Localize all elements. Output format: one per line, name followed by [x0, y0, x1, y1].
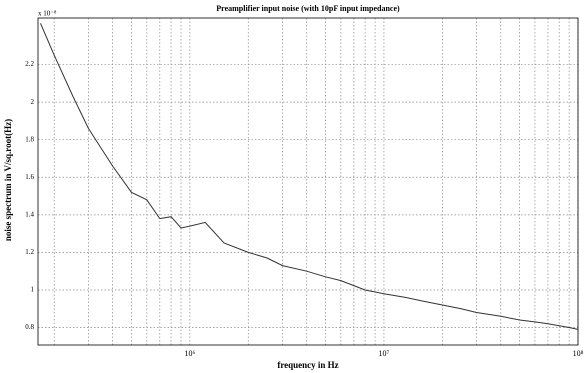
plot-area: [38, 18, 578, 345]
y-tick-label: 1.4: [25, 210, 34, 218]
y-tick-label: 1.6: [25, 173, 34, 181]
y-axis-label: noise spectrum in V/sq.root(Hz): [3, 119, 13, 241]
y-multiplier: x 10⁻⁸: [38, 10, 57, 18]
chart-title: Preamplifier input noise (with 10pF inpu…: [216, 4, 400, 13]
y-tick-label: 0.8: [25, 323, 34, 331]
plot-frame: [37, 17, 579, 346]
x-tick-label: 10⁸: [573, 349, 584, 358]
y-tick-label: 1: [31, 286, 35, 294]
y-tick-label: 2: [31, 98, 35, 106]
y-tick-label: 2.2: [25, 60, 34, 68]
data-line: [40, 23, 579, 330]
y-tick-label: 1.2: [25, 248, 34, 256]
x-tick-label: 10⁶: [184, 349, 195, 358]
y-tick-label: 1.8: [25, 135, 34, 143]
x-tick-label: 10⁷: [379, 349, 390, 358]
x-axis-label: frequency in Hz: [277, 360, 338, 370]
